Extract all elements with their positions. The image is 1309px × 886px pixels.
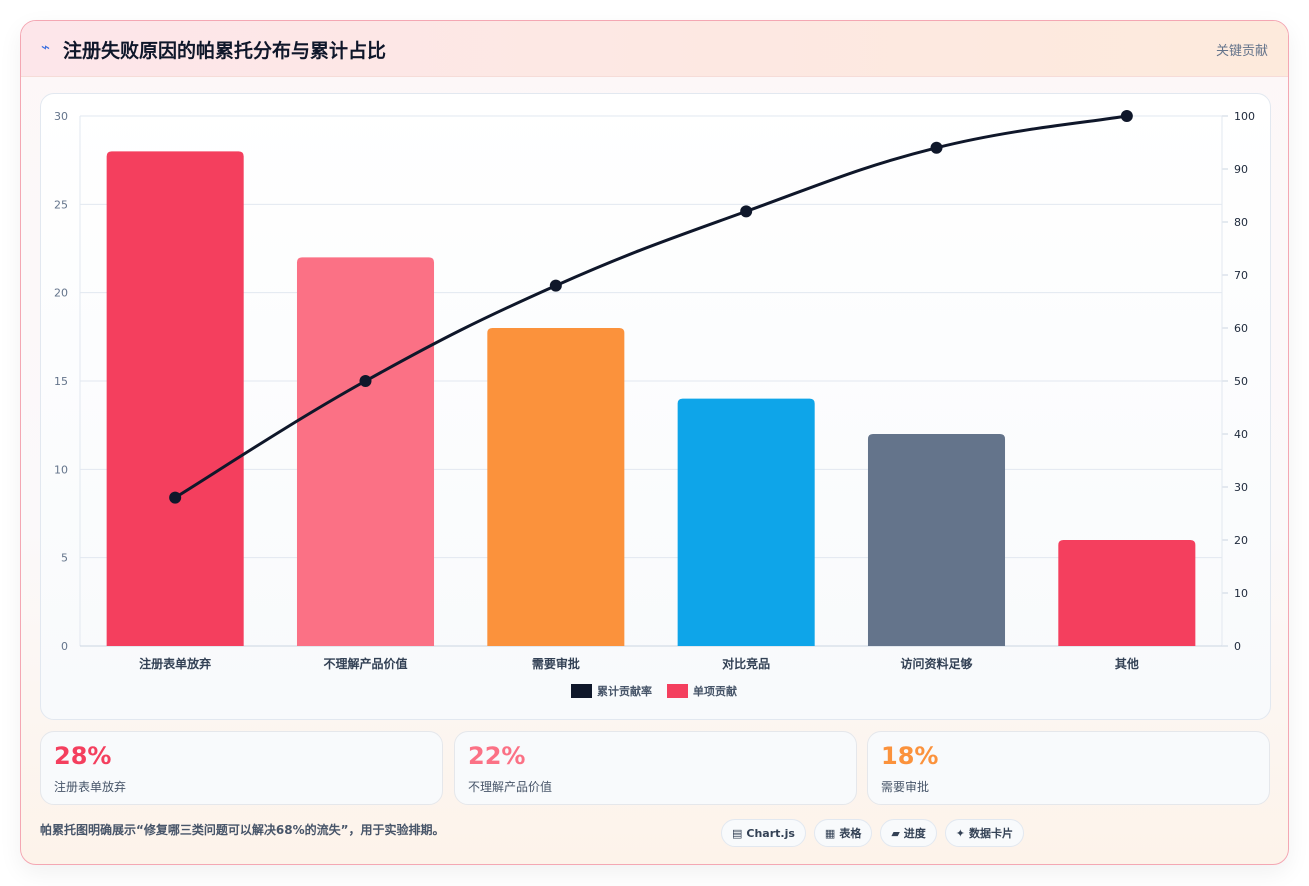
y-right-tick-label: 10 (1234, 587, 1248, 600)
stat-card-3: 18% 需要审批 (867, 731, 1270, 805)
cumulative-point (740, 205, 753, 218)
y-right-tick-label: 80 (1234, 216, 1248, 229)
y-left-tick-label: 0 (61, 640, 68, 653)
chip-label: Chart.js (746, 826, 795, 840)
pareto-chart: 0 5 10 15 20 25 30 0 10 20 30 40 50 60 70 80 90 100 注册表单放弃… (54, 110, 1255, 698)
x-tick-label: 对比竞品 (722, 656, 770, 671)
chip-label: 进度 (903, 827, 926, 840)
legend-label: 单项贡献 (693, 684, 737, 698)
chip-progress[interactable]: ▰ 进度 (880, 819, 937, 847)
cumulative-point (359, 375, 372, 387)
progress-icon: ▰ (891, 826, 900, 840)
stat-card-2: 22% 不理解产品价值 (454, 731, 857, 805)
header-tag: 关键贡献 (1215, 44, 1268, 59)
chip-table[interactable]: ▦ 表格 (813, 819, 873, 847)
bar (677, 398, 815, 646)
y-right-tick-label: 70 (1234, 269, 1248, 282)
y-left-tick-label: 10 (54, 463, 68, 476)
stat-value: 22% (468, 742, 526, 770)
cumulative-point (169, 491, 182, 504)
tech-chips: ▤ Chart.js ▦ 表格 ▰ 进度 ✦ 数据卡片 (721, 819, 1025, 847)
cumulative-line (174, 114, 1128, 499)
x-tick-label: 访问资料足够 (900, 656, 972, 671)
bar (106, 151, 244, 647)
legend-swatch (571, 684, 592, 698)
card-header: ⌁ 注册失败原因的帕累托分布与累计占比 关键贡献 (21, 21, 1288, 77)
y-right-tick-label: 100 (1234, 110, 1255, 123)
footer-note: 帕累托图明确展示“修复哪三类问题可以解决68%的流失”，用于实验排期。 (40, 823, 445, 837)
y-right-tick-label: 40 (1234, 428, 1248, 441)
y-right-tick-label: 0 (1234, 640, 1241, 653)
cumulative-point (549, 279, 562, 292)
y-left-tick-label: 5 (61, 552, 68, 565)
stat-value: 28% (54, 742, 112, 770)
chart-title: 注册失败原因的帕累托分布与累计占比 (63, 40, 387, 62)
chart-panel: 0 5 10 15 20 25 30 0 10 20 30 40 50 60 70 80 90 100 注册表单放弃… (40, 93, 1271, 720)
chip-label: 数据卡片 (969, 827, 1014, 840)
x-tick-label: 需要审批 (532, 656, 580, 671)
x-tick-label: 其他 (1115, 656, 1139, 671)
x-tick-label: 注册表单放弃 (139, 656, 211, 671)
chip-label: 表格 (839, 827, 862, 840)
sparkle-icon: ✦ (955, 826, 966, 840)
stat-label: 不理解产品价值 (468, 780, 553, 794)
x-tick-label: 不理解产品价值 (323, 656, 407, 671)
stat-label: 注册表单放弃 (54, 780, 127, 794)
report-card: ⌁ 注册失败原因的帕累托分布与累计占比 关键贡献 0 5 10 15 20 25 30 0 10… (20, 20, 1289, 865)
y-left-tick-label: 20 (54, 287, 68, 300)
y-right-tick-label: 60 (1234, 322, 1248, 335)
legend-swatch (667, 684, 688, 698)
chip-data-cards[interactable]: ✦ 数据卡片 (944, 819, 1025, 847)
y-right-tick-label: 30 (1234, 481, 1248, 494)
cumulative-point (930, 141, 943, 154)
y-right-tick-label: 20 (1234, 534, 1248, 547)
stat-value: 18% (881, 742, 939, 770)
table-icon: ▦ (824, 826, 836, 840)
y-right-tick-label: 50 (1234, 375, 1248, 388)
bar (867, 434, 1006, 646)
bar (1058, 540, 1196, 646)
y-left-tick-label: 25 (54, 198, 68, 211)
cumulative-point (1120, 110, 1133, 122)
chip-chartjs[interactable]: ▤ Chart.js (721, 819, 806, 847)
y-left-tick-label: 15 (54, 375, 68, 388)
bolt-icon: ⌁ (41, 38, 51, 56)
stat-label: 需要审批 (881, 780, 930, 794)
y-right-tick-label: 90 (1234, 163, 1248, 176)
y-left-tick-label: 30 (54, 110, 68, 123)
bar (296, 257, 435, 646)
stat-card-1: 28% 注册表单放弃 (40, 731, 443, 805)
legend-label: 累计贡献率 (597, 684, 652, 698)
bar (487, 328, 625, 646)
chart-icon: ▤ (732, 826, 743, 840)
